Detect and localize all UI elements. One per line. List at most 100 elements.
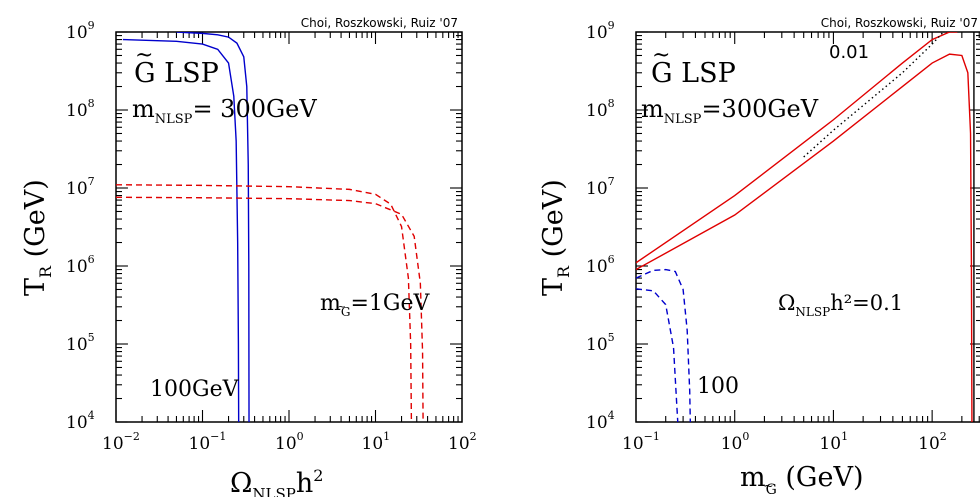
left-mass-sub: NLSP xyxy=(155,112,193,127)
left-ytick-base: 10 xyxy=(66,23,88,43)
left-ticks xyxy=(115,31,463,423)
left-panel: Choi, Roszkowski, Ruiz '07 10−2 10−1 100 10… xyxy=(20,16,477,497)
right-series-0 xyxy=(636,53,973,422)
left-ylabel: TR (GeV) xyxy=(20,179,55,296)
right-lsp-text: G LSP xyxy=(651,58,736,89)
left-xtick-base: 10 xyxy=(189,434,211,454)
left-ytick-exp: 6 xyxy=(88,253,95,266)
left-xtick-base: 10 xyxy=(448,434,470,454)
left-xtick-label: 101 xyxy=(362,430,391,454)
left-red-tilde: ~ xyxy=(338,302,346,313)
right-xlabel-main: m xyxy=(740,462,766,493)
right-xtick-label: 101 xyxy=(819,430,848,454)
right-omega-value: h²=0.1 xyxy=(830,291,903,315)
left-lsp-text: G LSP xyxy=(134,58,219,89)
right-xtick-exp: −1 xyxy=(644,430,660,443)
right-ytick-exp: 4 xyxy=(608,409,615,422)
right-ytick-exp: 9 xyxy=(608,19,615,32)
left-xtick-label: 102 xyxy=(448,430,477,454)
left-mass-main: m xyxy=(132,95,155,123)
left-ytick-base: 10 xyxy=(66,179,88,199)
right-ytick-label: 107 xyxy=(586,175,615,199)
right-ylabel: TR (GeV) xyxy=(538,179,573,296)
left-ytick-exp: 8 xyxy=(88,97,95,110)
left-ytick-exp: 5 xyxy=(88,331,95,344)
right-lsp-label: G LSP xyxy=(651,58,736,89)
left-ytick-base: 10 xyxy=(66,335,88,355)
left-plot-frame xyxy=(115,31,463,423)
left-ytick-label: 107 xyxy=(66,175,95,199)
right-xtick-labels: 10−1 100 101 102 xyxy=(622,430,947,454)
left-xlabel-main: Ω xyxy=(230,468,252,497)
right-omega-main: Ω xyxy=(778,291,795,315)
right-ytick-exp: 5 xyxy=(608,331,615,344)
right-ytick-label: 104 xyxy=(586,409,615,433)
right-mass-main: m xyxy=(641,95,664,123)
left-xtick-exp: −1 xyxy=(210,430,226,443)
right-xtick-base: 10 xyxy=(918,434,940,454)
left-ylabel-sub: R xyxy=(36,265,55,278)
left-xlabel-tail: h xyxy=(296,468,313,497)
right-credit: Choi, Roszkowski, Ruiz '07 xyxy=(821,16,978,30)
right-mass-sub: NLSP xyxy=(664,112,702,127)
right-xtick-label: 102 xyxy=(918,430,947,454)
left-ytick-base: 10 xyxy=(66,101,88,121)
left-series-1 xyxy=(176,32,250,422)
right-series-5 xyxy=(636,268,692,422)
right-series-2 xyxy=(803,32,944,158)
right-xtick-exp: 2 xyxy=(940,430,947,443)
right-ytick-base: 10 xyxy=(586,179,608,199)
left-xtick-label: 10−2 xyxy=(102,430,140,454)
right-plot-frame xyxy=(635,31,980,423)
right-panel: Choi, Roszkowski, Ruiz '07 10−1 100 101 102… xyxy=(538,16,980,497)
right-ytick-exp: 6 xyxy=(608,253,615,266)
left-ytick-label: 108 xyxy=(66,97,95,121)
right-ytick-exp: 7 xyxy=(608,175,615,188)
left-blue-label: 100GeV xyxy=(150,377,240,402)
right-xtick-exp: 0 xyxy=(742,430,749,443)
right-ytick-label: 109 xyxy=(586,19,615,43)
left-xtick-labels: 10−2 10−1 100 101 102 xyxy=(102,430,477,454)
right-ytick-label: 106 xyxy=(586,253,615,277)
left-credit: Choi, Roszkowski, Ruiz '07 xyxy=(301,16,458,30)
left-tilde-mark: ~ xyxy=(135,43,153,68)
right-xlabel-sub: G xyxy=(766,482,777,497)
left-xlabel-sub: NLSP xyxy=(252,485,295,497)
left-ytick-label: 105 xyxy=(66,331,95,355)
left-xtick-base: 10 xyxy=(102,434,124,454)
right-series-4 xyxy=(636,288,679,422)
right-series-1 xyxy=(636,32,958,264)
left-xlabel: ΩNLSPh2 xyxy=(230,466,323,497)
right-ytick-base: 10 xyxy=(586,23,608,43)
right-mass-label: mNLSP=300GeV xyxy=(641,95,819,127)
right-ytick-exp: 8 xyxy=(608,97,615,110)
right-xtick-base: 10 xyxy=(721,434,743,454)
right-ytick-base: 10 xyxy=(586,257,608,277)
right-xtick-base: 10 xyxy=(819,434,841,454)
left-lsp-label: G LSP xyxy=(134,58,219,89)
right-ylabel-sub: R xyxy=(554,265,573,278)
right-omega-sub: NLSP xyxy=(795,305,830,319)
left-xtick-exp: 0 xyxy=(297,430,304,443)
left-red-value: =1GeV xyxy=(350,291,430,316)
left-curves xyxy=(116,32,424,422)
right-ytick-base: 10 xyxy=(586,335,608,355)
left-ylabel-main: T xyxy=(20,278,51,296)
left-ytick-exp: 7 xyxy=(88,175,95,188)
right-ytick-base: 10 xyxy=(586,101,608,121)
right-ylabel-tail: (GeV) xyxy=(538,179,569,266)
right-tilde-mark: ~ xyxy=(652,43,670,68)
left-xtick-exp: 2 xyxy=(470,430,477,443)
right-ticks xyxy=(635,31,980,423)
left-ytick-exp: 9 xyxy=(88,19,95,32)
right-ytick-label: 108 xyxy=(586,97,615,121)
right-dotted-label: 0.01 xyxy=(829,42,869,63)
right-xlabel-tilde: ~ xyxy=(764,479,774,493)
right-xlabel: mG (GeV) xyxy=(740,462,864,497)
right-xtick-base: 10 xyxy=(622,434,644,454)
left-xtick-label: 100 xyxy=(275,430,304,454)
right-ylabel-main: T xyxy=(538,278,569,296)
left-xtick-base: 10 xyxy=(362,434,384,454)
left-ytick-label: 109 xyxy=(66,19,95,43)
